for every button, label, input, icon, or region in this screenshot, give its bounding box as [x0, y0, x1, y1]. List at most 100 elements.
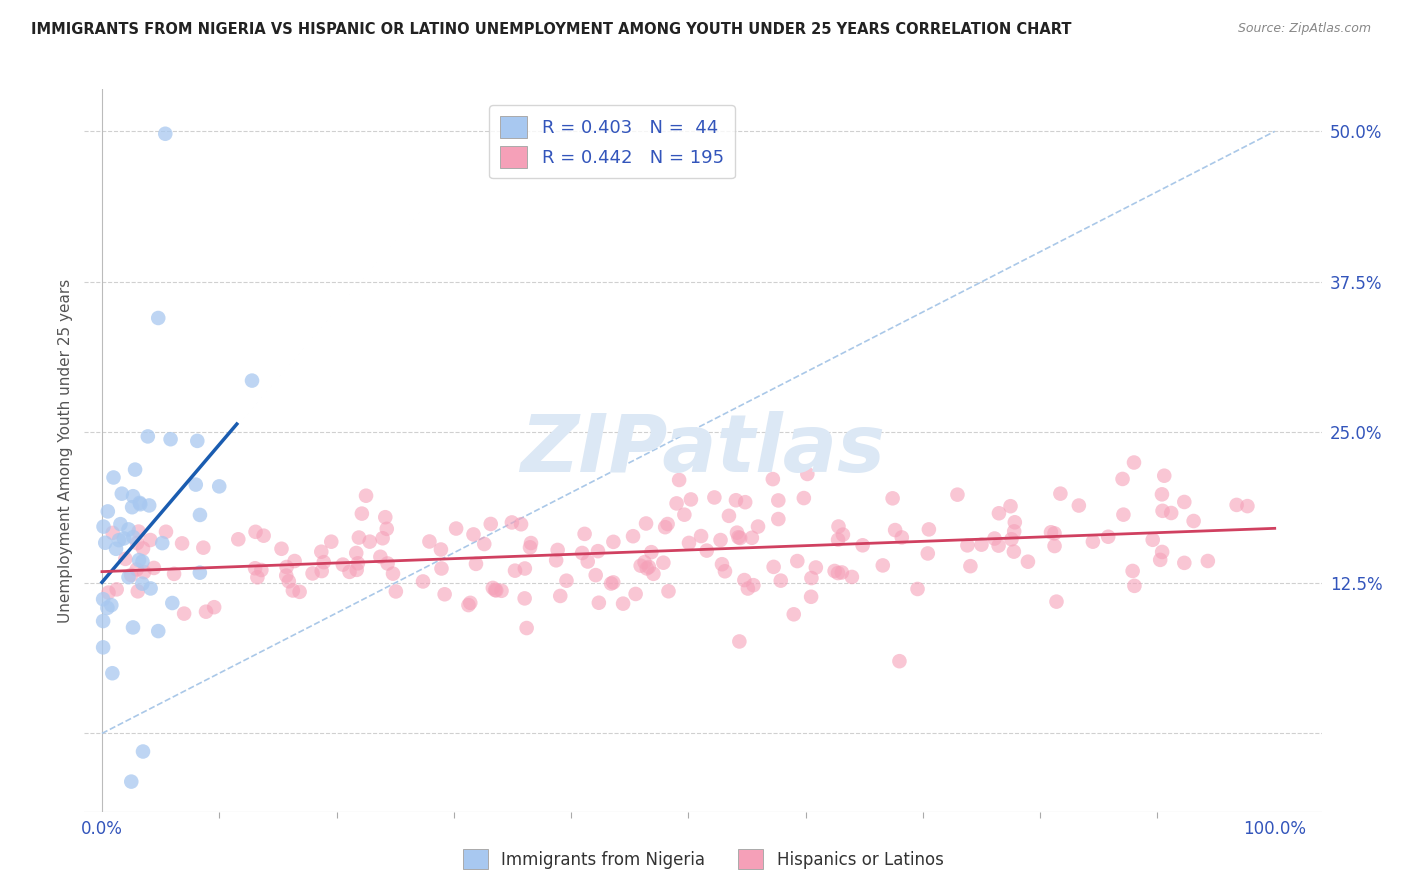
Point [956, 538, 979, 552]
Point [917, 546, 939, 560]
Point [172, 536, 194, 550]
Point [125, 536, 148, 550]
Point [110, 517, 132, 532]
Point [1097, 530, 1119, 544]
Point [1236, 499, 1258, 513]
Point [122, 530, 145, 544]
Point [832, 527, 855, 541]
Point [668, 473, 690, 487]
Point [1043, 539, 1066, 553]
Point [382, 566, 405, 581]
Point [728, 634, 751, 648]
Point [769, 574, 792, 588]
Point [245, 524, 267, 539]
Point [159, 432, 181, 446]
Point [491, 583, 513, 598]
Point [983, 532, 1005, 546]
Point [513, 591, 536, 606]
Point [1150, 487, 1173, 501]
Point [97, 585, 120, 599]
Point [354, 489, 377, 503]
Point [1152, 504, 1174, 518]
Point [742, 578, 765, 592]
Point [412, 574, 434, 589]
Point [148, 311, 170, 326]
Point [1045, 594, 1067, 608]
Point [131, 576, 153, 591]
Point [762, 560, 785, 574]
Point [122, 620, 145, 634]
Point [1226, 498, 1249, 512]
Point [796, 467, 818, 481]
Point [117, 570, 139, 584]
Point [339, 565, 361, 579]
Point [195, 605, 218, 619]
Point [117, 522, 139, 536]
Point [882, 491, 904, 506]
Point [150, 536, 173, 550]
Point [97, 504, 120, 518]
Point [162, 596, 184, 610]
Point [321, 534, 343, 549]
Point [463, 527, 485, 541]
Point [516, 621, 538, 635]
Point [281, 583, 304, 598]
Point [375, 522, 398, 536]
Point [884, 523, 907, 537]
Point [727, 530, 749, 544]
Point [501, 516, 523, 530]
Point [91, 592, 114, 607]
Point [724, 493, 747, 508]
Point [634, 516, 657, 531]
Point [418, 534, 440, 549]
Point [370, 549, 392, 564]
Point [1173, 556, 1195, 570]
Point [105, 541, 128, 556]
Point [347, 531, 370, 545]
Point [1049, 486, 1071, 500]
Point [783, 607, 806, 622]
Point [276, 568, 298, 582]
Point [987, 539, 1010, 553]
Point [131, 555, 153, 569]
Point [586, 544, 609, 558]
Point [621, 529, 644, 543]
Point [124, 462, 146, 476]
Text: ZIPatlas: ZIPatlas [520, 411, 886, 490]
Point [733, 573, 755, 587]
Point [630, 558, 652, 573]
Point [359, 534, 381, 549]
Point [120, 568, 142, 582]
Point [800, 590, 823, 604]
Point [737, 582, 759, 596]
Point [576, 554, 599, 568]
Point [571, 546, 593, 560]
Point [637, 560, 659, 574]
Point [377, 557, 399, 571]
Point [657, 516, 679, 531]
Point [690, 529, 713, 543]
Point [1040, 525, 1063, 540]
Point [91, 614, 114, 628]
Point [277, 574, 299, 589]
Point [270, 541, 292, 556]
Point [105, 582, 128, 597]
Point [155, 524, 177, 539]
Point [284, 554, 307, 568]
Point [122, 489, 145, 503]
Point [987, 506, 1010, 520]
Point [482, 581, 505, 595]
Point [127, 584, 149, 599]
Point [312, 555, 335, 569]
Point [385, 584, 408, 599]
Point [678, 536, 700, 550]
Point [762, 472, 785, 486]
Point [520, 536, 543, 550]
Point [128, 553, 150, 567]
Point [139, 533, 162, 547]
Point [827, 519, 849, 533]
Point [125, 562, 148, 576]
Point [555, 574, 578, 588]
Point [588, 596, 610, 610]
Point [120, 774, 142, 789]
